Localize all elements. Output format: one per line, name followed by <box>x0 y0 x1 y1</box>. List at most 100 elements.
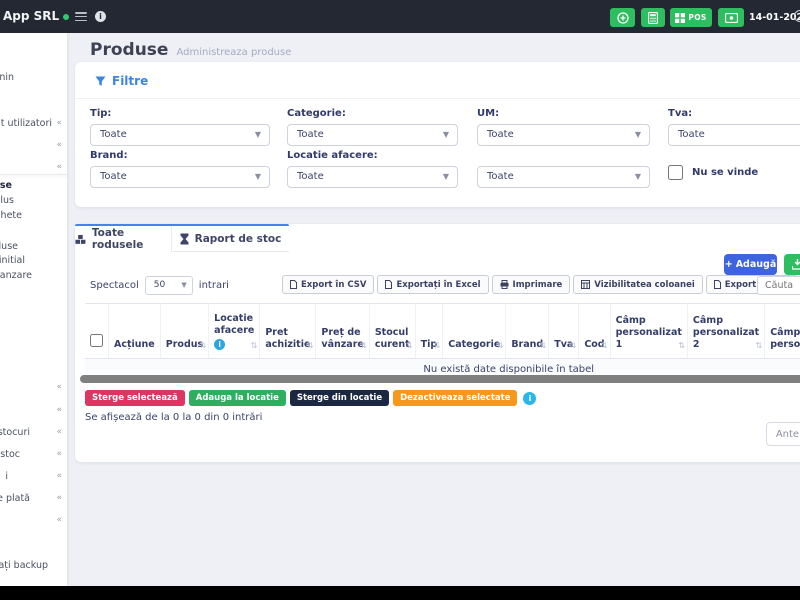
add-product-button[interactable]: + Adaugă <box>724 254 777 275</box>
filter-field-um: UM: Toate ▼ <box>477 108 650 146</box>
column-visibility-button[interactable]: Vizibilitatea coloanei <box>573 275 703 294</box>
page-header: Produse Administreaza produse <box>90 40 291 60</box>
calculator-button[interactable] <box>641 8 665 27</box>
export-button-group: Export în CSV Exportați în Excel Imprima… <box>282 275 799 294</box>
export-excel-button[interactable]: Exportați în Excel <box>377 275 489 294</box>
brand-select[interactable]: Toate ▼ <box>90 166 270 188</box>
file-icon <box>290 280 297 289</box>
col-camp-personalizat-3[interactable]: Câmp personalizat3⇅ <box>764 303 800 359</box>
user-icon[interactable] <box>794 10 800 22</box>
categorie-select[interactable]: Toate ▼ <box>287 124 458 146</box>
um-label: UM: <box>477 108 500 119</box>
col-categorie[interactable]: Categorie ⇅ <box>442 303 507 359</box>
sidebar-item-collapsed-2[interactable]: « <box>0 161 67 176</box>
um-select[interactable]: Toate ▼ <box>477 124 650 146</box>
select-all-header <box>85 303 109 359</box>
filter-funnel-icon <box>95 76 106 86</box>
active-tab-indicator <box>75 224 289 226</box>
bulk-actions: Sterge selectează Adauga la locatie Ster… <box>85 390 537 406</box>
chevron-left-icon: « <box>56 405 62 415</box>
pos-button[interactable]: POS <box>670 8 712 27</box>
col-tva[interactable]: Tva ⇅ <box>548 303 580 359</box>
page-title: Produse <box>90 40 169 60</box>
tab-toate-produsele[interactable]: Toate rodusele <box>75 226 172 252</box>
sidebar-item-backup[interactable]: rați backup <box>0 560 48 571</box>
quick-add-button[interactable] <box>610 8 635 27</box>
export-csv-button[interactable]: Export în CSV <box>282 275 375 294</box>
hamburger-menu-icon[interactable] <box>75 12 87 21</box>
entries-summary: Se afișează de la 0 la 0 din 0 intrări <box>85 412 263 423</box>
remove-from-location-button[interactable]: Sterge din locatie <box>289 390 390 406</box>
sidebar-item-utilizatori[interactable]: nent utilizatori« <box>0 118 62 129</box>
caret-down-icon: ▼ <box>254 130 261 139</box>
extra-select[interactable]: Toate ▼ <box>477 166 650 188</box>
chevron-left-icon: « <box>56 515 62 525</box>
select-all-checkbox[interactable] <box>90 334 103 347</box>
sidebar-item-stocuri[interactable]: stocuri « <box>0 427 62 438</box>
table-icon <box>581 280 591 289</box>
col-produs[interactable]: Produs ⇅ <box>160 303 210 359</box>
divider <box>75 98 800 99</box>
col-pret-vanzare[interactable]: Preț de vânzare ⇅ <box>315 303 370 359</box>
filter-field-tva: Tva: Toate <box>668 108 800 146</box>
add-to-location-button[interactable]: Adauga la locatie <box>188 390 286 406</box>
col-camp-personalizat-1[interactable]: Câmp personalizat 1 ⇅ <box>610 303 688 359</box>
sidebar-subitem-pachete[interactable]: chete <box>0 210 22 221</box>
tip-select[interactable]: Toate ▼ <box>90 124 270 146</box>
app-logo-text: App SRL <box>3 9 60 23</box>
cash-register-button[interactable] <box>718 8 744 27</box>
tab-raport-stoc[interactable]: Raport de stoc <box>172 226 289 252</box>
sidebar-subitem-plus[interactable]: lus <box>0 195 14 206</box>
col-tip[interactable]: Tip ⇅ <box>415 303 444 359</box>
sidebar-item-i[interactable]: i « <box>5 471 62 482</box>
sidebar-item-metode-plata[interactable]: e plată « <box>0 493 62 504</box>
sidebar-item-collapsed-1[interactable]: « <box>0 139 67 154</box>
sort-icon: ⇅ <box>250 341 258 350</box>
info-icon[interactable]: i <box>523 391 537 405</box>
entries-count-select[interactable]: 50 ▼ <box>144 276 193 295</box>
info-icon[interactable]: i <box>95 11 106 22</box>
col-locatie-afacere[interactable]: Locatie afacere i ⇅ <box>208 303 261 359</box>
col-cod[interactable]: Cod ⇅ <box>578 303 611 359</box>
download-icon <box>792 259 800 270</box>
filter-field-extra: Toate ▼ <box>477 150 650 188</box>
col-stocul-curent[interactable]: Stocul curent ⇅ <box>369 303 416 359</box>
previous-page-button[interactable]: Anterior <box>766 422 800 446</box>
sort-icon: ⇅ <box>496 341 504 350</box>
top-navbar: App SRL i POS 14-01-2023 <box>0 0 800 33</box>
sidebar-subitem-vanzare[interactable]: vanzare <box>0 270 32 281</box>
filter-toggle[interactable]: Filtre <box>95 74 148 88</box>
col-brand[interactable]: Brand ⇅ <box>505 303 550 359</box>
caret-down-icon: ▼ <box>442 130 449 139</box>
sort-icon: ⇅ <box>306 341 314 350</box>
sidebar-item-stoc[interactable]: stoc « <box>0 449 62 460</box>
sidebar-subitem-stoc-initial[interactable]: initial <box>0 255 25 266</box>
locatie-select[interactable]: Toate ▼ <box>287 166 458 188</box>
sidebar-item-collapsed-4[interactable]: « <box>0 404 67 419</box>
deactivate-selected-button[interactable]: Dezactiveaza selectate <box>393 390 518 406</box>
money-bill-icon <box>724 12 738 23</box>
col-camp-personalizat-2[interactable]: Câmp personalizat 2 ⇅ <box>687 303 766 359</box>
horizontal-scrollbar[interactable] <box>80 375 800 383</box>
sidebar-item-collapsed-5[interactable]: « <box>0 514 67 529</box>
nu-se-vinde-label: Nu se vinde <box>692 167 759 178</box>
sort-icon: ⇅ <box>405 341 413 350</box>
sidebar-subitem-produse[interactable]: se <box>0 180 12 191</box>
col-pret-achizitie[interactable]: Pret achizitie ⇅ <box>259 303 317 359</box>
tva-select[interactable]: Toate <box>668 124 800 146</box>
delete-selected-button[interactable]: Sterge selectează <box>85 390 185 406</box>
sort-icon: ⇅ <box>569 341 577 350</box>
chevron-left-icon: « <box>56 449 62 459</box>
sidebar-subitem-produse-import[interactable]: duse <box>0 241 18 252</box>
caret-down-icon: ▼ <box>254 172 261 181</box>
import-button[interactable] <box>784 254 800 275</box>
show-entries-control: Spectacol 50 ▼ intrari <box>90 276 229 295</box>
sidebar-item-collapsed-3[interactable]: « <box>0 381 67 396</box>
info-icon[interactable]: i <box>214 339 226 350</box>
search-input[interactable] <box>757 276 800 295</box>
nu-se-vinde-checkbox[interactable] <box>668 165 683 180</box>
cubes-icon <box>75 234 86 244</box>
bottom-bar <box>0 586 800 600</box>
sidebar-item-admin[interactable]: nin <box>0 72 14 83</box>
print-button[interactable]: Imprimare <box>491 275 571 294</box>
